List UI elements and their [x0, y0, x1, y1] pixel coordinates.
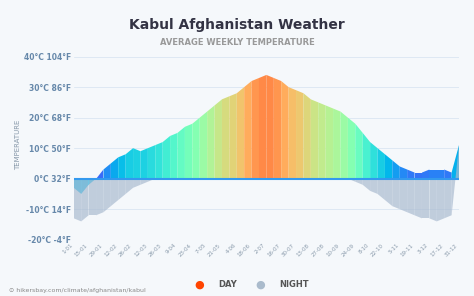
- Polygon shape: [422, 179, 429, 218]
- Polygon shape: [74, 179, 81, 221]
- Polygon shape: [118, 154, 126, 179]
- Polygon shape: [170, 133, 177, 179]
- Polygon shape: [444, 170, 452, 179]
- Polygon shape: [266, 75, 274, 179]
- Polygon shape: [274, 78, 281, 179]
- Polygon shape: [363, 179, 370, 191]
- Y-axis label: TEMPERATURE: TEMPERATURE: [15, 120, 21, 170]
- Text: NIGHT: NIGHT: [280, 280, 309, 289]
- Polygon shape: [370, 142, 377, 179]
- Polygon shape: [437, 170, 444, 179]
- Polygon shape: [452, 145, 459, 179]
- Polygon shape: [148, 145, 155, 179]
- Polygon shape: [444, 179, 452, 218]
- Polygon shape: [89, 179, 96, 215]
- Polygon shape: [422, 170, 429, 179]
- Polygon shape: [133, 179, 140, 188]
- Polygon shape: [400, 166, 407, 179]
- Polygon shape: [229, 93, 237, 179]
- Polygon shape: [400, 179, 407, 212]
- Polygon shape: [377, 179, 385, 200]
- Polygon shape: [103, 179, 111, 212]
- Polygon shape: [289, 87, 296, 179]
- Polygon shape: [118, 179, 126, 200]
- Polygon shape: [370, 179, 377, 194]
- Polygon shape: [407, 170, 415, 179]
- Polygon shape: [259, 75, 266, 179]
- Polygon shape: [111, 179, 118, 206]
- Text: Kabul Afghanistan Weather: Kabul Afghanistan Weather: [129, 18, 345, 32]
- Polygon shape: [192, 118, 200, 179]
- Polygon shape: [215, 99, 222, 179]
- Polygon shape: [177, 127, 185, 179]
- Polygon shape: [452, 145, 459, 215]
- Polygon shape: [281, 81, 289, 179]
- Polygon shape: [111, 157, 118, 179]
- Polygon shape: [133, 148, 140, 179]
- Polygon shape: [103, 163, 111, 179]
- Polygon shape: [148, 179, 155, 182]
- Polygon shape: [356, 124, 363, 179]
- Polygon shape: [385, 179, 392, 206]
- Polygon shape: [252, 78, 259, 179]
- Polygon shape: [126, 179, 133, 194]
- Polygon shape: [407, 179, 415, 215]
- Polygon shape: [318, 102, 326, 179]
- Polygon shape: [237, 87, 244, 179]
- Text: ●: ●: [194, 279, 204, 289]
- Polygon shape: [155, 142, 163, 179]
- Polygon shape: [89, 179, 96, 185]
- Polygon shape: [333, 109, 340, 179]
- Polygon shape: [392, 160, 400, 179]
- Polygon shape: [140, 179, 148, 185]
- Polygon shape: [81, 179, 89, 221]
- Polygon shape: [163, 136, 170, 179]
- Polygon shape: [126, 148, 133, 179]
- Text: ⊙ hikersbay.com/climate/afghanistan/kabul: ⊙ hikersbay.com/climate/afghanistan/kabu…: [9, 288, 146, 293]
- Polygon shape: [340, 112, 348, 179]
- Polygon shape: [207, 105, 215, 179]
- Polygon shape: [140, 148, 148, 179]
- Polygon shape: [437, 179, 444, 221]
- Polygon shape: [429, 170, 437, 179]
- Polygon shape: [348, 118, 356, 179]
- Polygon shape: [429, 179, 437, 221]
- Text: DAY: DAY: [218, 280, 237, 289]
- Text: AVERAGE WEEKLY TEMPERATURE: AVERAGE WEEKLY TEMPERATURE: [160, 38, 314, 47]
- Polygon shape: [356, 179, 363, 185]
- Polygon shape: [185, 124, 192, 179]
- Polygon shape: [96, 179, 103, 215]
- Polygon shape: [244, 81, 252, 179]
- Polygon shape: [415, 173, 422, 179]
- Polygon shape: [377, 148, 385, 179]
- Polygon shape: [74, 179, 81, 194]
- Text: ●: ●: [256, 279, 265, 289]
- Polygon shape: [326, 105, 333, 179]
- Polygon shape: [385, 154, 392, 179]
- Polygon shape: [303, 93, 311, 179]
- Polygon shape: [392, 179, 400, 209]
- Polygon shape: [296, 90, 303, 179]
- Polygon shape: [81, 179, 89, 194]
- Polygon shape: [200, 112, 207, 179]
- Polygon shape: [415, 179, 422, 218]
- Polygon shape: [348, 179, 356, 182]
- Polygon shape: [222, 96, 229, 179]
- Polygon shape: [96, 170, 103, 179]
- Polygon shape: [363, 133, 370, 179]
- Polygon shape: [311, 99, 318, 179]
